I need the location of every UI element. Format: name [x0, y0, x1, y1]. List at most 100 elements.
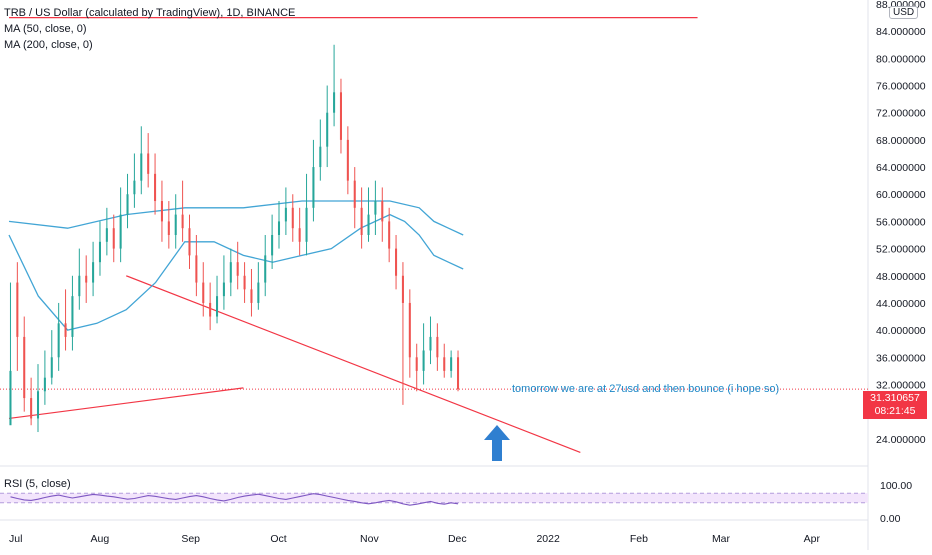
- candle-body: [436, 336, 439, 358]
- y-tick-label: 48.000000: [876, 271, 926, 283]
- trendline: [8, 387, 244, 420]
- y-tick-label: 32.000000: [876, 379, 926, 391]
- candle-body: [57, 323, 60, 358]
- candle-body: [264, 255, 267, 283]
- candle-body: [360, 207, 363, 235]
- candle-body: [202, 282, 205, 303]
- rsi-line: [10, 493, 459, 506]
- grid: [0, 0, 869, 550]
- rsi-band-fill: [0, 493, 868, 503]
- candle-body: [250, 289, 253, 303]
- x-tick-label: Sep: [181, 533, 200, 545]
- candle-body: [36, 391, 40, 419]
- candle-body: [195, 255, 198, 283]
- trendlines: [0, 16, 868, 453]
- candle-body: [429, 336, 432, 351]
- candle-body: [160, 201, 163, 222]
- candle-body: [339, 92, 342, 140]
- candle-body: [312, 167, 315, 208]
- candle-body: [133, 180, 136, 195]
- legend-ma200: MA (200, close, 0): [4, 39, 93, 51]
- candle-body: [167, 221, 170, 235]
- candle-body: [85, 275, 88, 283]
- candle-body: [209, 302, 212, 317]
- candle-body: [78, 275, 81, 297]
- candle-body: [98, 241, 102, 263]
- candle-body: [64, 323, 67, 337]
- annotation-text: tomorrow we are at 27usd and then bounce…: [512, 383, 780, 395]
- candle-body: [43, 377, 46, 392]
- candle-body: [381, 201, 384, 222]
- candle-body: [23, 336, 26, 399]
- candle-body: [422, 350, 425, 371]
- candle-body: [9, 370, 12, 426]
- last-price-value: 31.310657: [870, 392, 920, 404]
- candle-body: [333, 92, 336, 113]
- ma200-line: [8, 200, 464, 236]
- candle-body: [174, 214, 177, 235]
- up-arrow-icon: [484, 425, 510, 461]
- candle-body: [181, 214, 184, 229]
- candle-body: [415, 357, 418, 371]
- candle-body: [229, 262, 232, 283]
- x-tick-label: Apr: [804, 533, 821, 545]
- candle-body: [236, 262, 239, 276]
- candles: [9, 44, 460, 433]
- legend: TRB / US Dollar (calculated by TradingVi…: [4, 5, 295, 53]
- y-tick-label: 40.000000: [876, 325, 926, 337]
- x-tick-label: Mar: [712, 533, 731, 545]
- candle-body: [271, 235, 274, 256]
- y-tick-label: 64.000000: [876, 162, 926, 174]
- rsi-series-line: [10, 493, 459, 506]
- candle-body: [291, 207, 294, 229]
- candle-body: [105, 228, 108, 242]
- x-tick-label: Jul: [9, 533, 22, 545]
- rsi-band: [0, 492, 868, 504]
- y-tick-label: 84.000000: [876, 26, 926, 38]
- candle-body: [50, 357, 53, 378]
- candle-body: [257, 282, 260, 303]
- candle-body: [353, 180, 356, 208]
- legend-title: TRB / US Dollar (calculated by TradingVi…: [4, 7, 296, 19]
- rsi-label: RSI (5, close): [4, 478, 71, 490]
- candle-body: [346, 139, 349, 181]
- trendline: [125, 275, 581, 453]
- candle-body: [16, 282, 19, 337]
- axes: 88.000000 84.000000 80.000000 76.000000 72.0…: [9, 0, 926, 545]
- candle-body: [450, 357, 453, 371]
- rsi-tick-label: 100.00: [880, 480, 912, 492]
- candle-body: [119, 214, 122, 249]
- candle-body: [395, 248, 398, 276]
- y-tick-label: 52.000000: [876, 244, 926, 256]
- candle-body: [284, 207, 287, 222]
- rsi-tick-label: 0.00: [880, 513, 901, 525]
- candle-body: [216, 296, 219, 317]
- candle-body: [147, 153, 150, 174]
- x-tick-label: Oct: [270, 533, 286, 545]
- y-tick-label: 88.000000: [876, 0, 926, 11]
- moving-averages: [8, 200, 464, 331]
- candle-body: [140, 153, 143, 181]
- candle-body: [443, 357, 446, 371]
- x-tick-label: 2022: [536, 533, 560, 545]
- y-tick-label: 60.000000: [876, 189, 926, 201]
- y-tick-label: 44.000000: [876, 298, 926, 310]
- candle-body: [374, 201, 377, 215]
- currency-badge[interactable]: USD: [889, 6, 919, 19]
- candle-body: [319, 146, 322, 168]
- y-tick-label: 80.000000: [876, 53, 926, 65]
- y-tick-label: 68.000000: [876, 135, 926, 147]
- candle-body: [243, 275, 246, 290]
- candle-body: [305, 207, 308, 242]
- candle-body: [112, 228, 115, 249]
- y-tick-label: 56.000000: [876, 216, 926, 228]
- x-tick-label: Aug: [90, 533, 109, 545]
- candle-body: [30, 398, 33, 419]
- x-tick-label: Feb: [630, 533, 648, 545]
- candle-body: [126, 194, 129, 215]
- candle-body: [326, 112, 329, 147]
- x-tick-label: Dec: [448, 533, 467, 545]
- y-tick-label: 36.000000: [876, 352, 926, 364]
- candle-body: [388, 221, 391, 249]
